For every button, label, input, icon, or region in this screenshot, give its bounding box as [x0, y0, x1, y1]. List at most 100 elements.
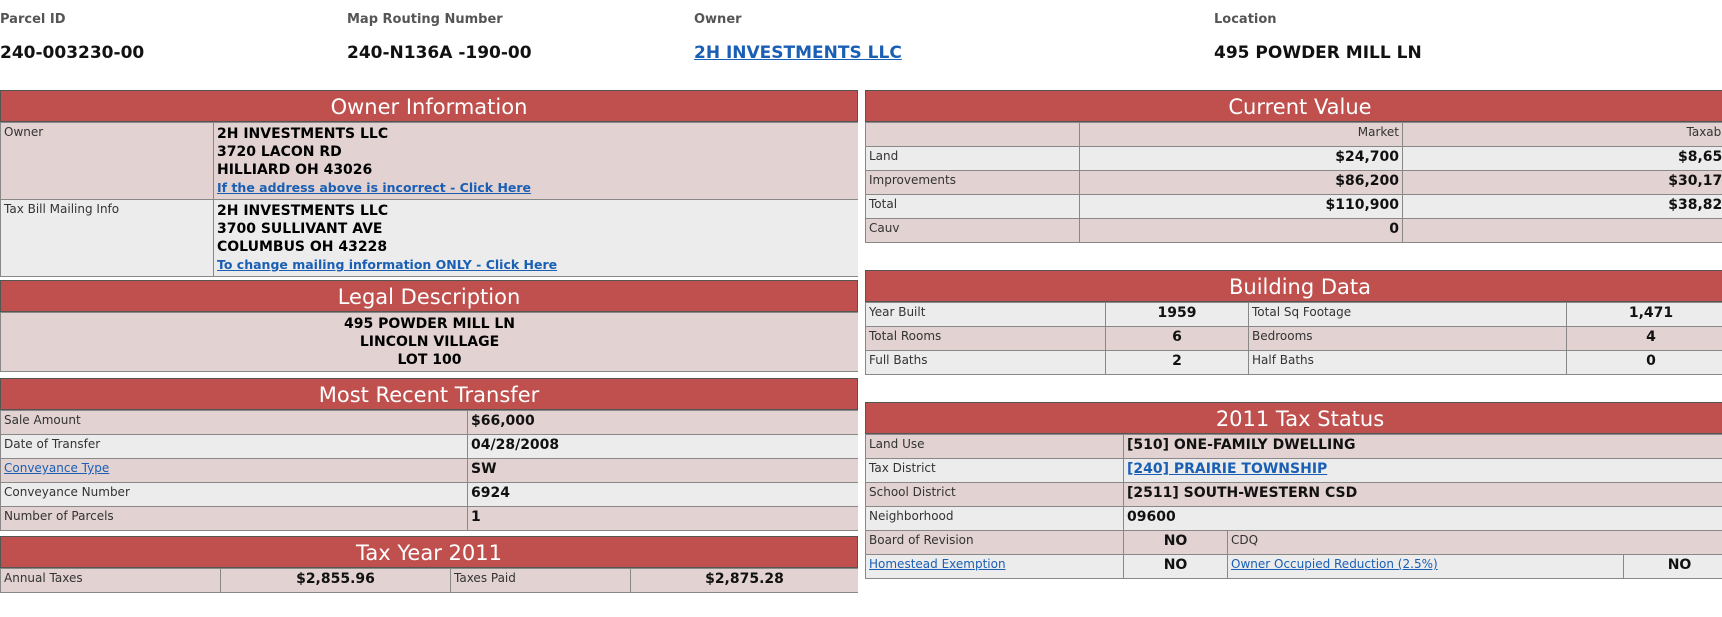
header-field: Parcel ID 240-003230-00 — [0, 12, 144, 63]
cell: Owner Occupied Reduction (2.5%) — [1227, 554, 1624, 579]
link[interactable]: Homestead Exemption — [869, 557, 1006, 571]
column-header: Market — [1079, 122, 1403, 147]
cell: Tax Bill Mailing Info — [0, 199, 214, 277]
row: Conveyance Number 6924 — [0, 482, 858, 507]
data-table: Owner 2H INVESTMENTS LLC 3720 LACON RD HILL… — [0, 122, 858, 277]
link[interactable]: [240] PRAIRIE TOWNSHIP — [1127, 461, 1328, 477]
row: Sale Amount $66,000 — [0, 410, 858, 435]
section-heading: Most Recent Transfer — [0, 378, 858, 410]
link[interactable]: To change mailing information ONLY - Cli… — [217, 257, 558, 272]
legal-line: LOT 100 — [397, 352, 462, 368]
cell: 1 — [467, 506, 858, 531]
row: Owner 2H INVESTMENTS LLC 3720 LACON RD HILL… — [0, 122, 858, 200]
current-value: Current ValueMarketTaxableLand$24,700$8,… — [865, 90, 1722, 243]
data-table: 495 POWDER MILL LN LINCOLN VILLAGE LOT 100 — [0, 312, 858, 372]
building-data: Building Data Year Built 1959 Total Sq Foot… — [865, 270, 1722, 375]
cell: 1,471 — [1566, 302, 1722, 327]
cell: Year Built — [865, 302, 1106, 327]
field-value: 240-003230-00 — [0, 43, 145, 63]
section-heading: 2011 Tax Status — [865, 402, 1722, 434]
table-body: MarketTaxableLand$24,700$8,650Improvemen… — [865, 122, 1722, 243]
cell: 6 — [1105, 326, 1249, 351]
row: Total Rooms 6 Bedrooms 4 — [865, 326, 1722, 351]
cell: $110,900 — [1079, 194, 1403, 219]
row: Full Baths 2 Half Baths 0 — [865, 350, 1722, 375]
link[interactable]: Conveyance Type — [4, 461, 110, 475]
address-line: 2H INVESTMENTS LLC — [217, 203, 389, 219]
tax-year: Tax Year 2011 Annual Taxes $2,855.96 Taxes … — [0, 536, 858, 593]
cell: $8,650 — [1402, 146, 1722, 171]
field-value: 495 POWDER MILL LN — [1214, 43, 1422, 63]
cell: Full Baths — [865, 350, 1106, 375]
cell: 4 — [1566, 326, 1722, 351]
row: Tax District [240] PRAIRIE TOWNSHIP — [865, 458, 1722, 483]
cell: 2H INVESTMENTS LLC 3700 SULLIVANT AVE COLU… — [213, 199, 858, 277]
row: Annual Taxes $2,855.96 Taxes Paid $2,875.28 — [0, 568, 858, 593]
link[interactable]: If the address above is incorrect - Clic… — [217, 180, 532, 195]
cell: Total — [865, 194, 1080, 219]
row: Land$24,700$8,650 — [865, 146, 1722, 171]
data-table: MarketTaxableLand$24,700$8,650Improvemen… — [865, 122, 1722, 243]
cell: 495 POWDER MILL LN LINCOLN VILLAGE LOT 100 — [0, 312, 858, 372]
row: Year Built 1959 Total Sq Footage 1,471 — [865, 302, 1722, 327]
cell: NO — [1123, 554, 1228, 579]
cell: School District — [865, 482, 1124, 507]
field-label: Map Routing Number — [347, 12, 503, 27]
section-heading: Legal Description — [0, 280, 858, 312]
cell: Land Use — [865, 434, 1124, 459]
cell: 0 — [1079, 218, 1403, 243]
cell: Land — [865, 146, 1080, 171]
row: Board of Revision NO CDQ — [865, 530, 1722, 555]
link[interactable]: Owner Occupied Reduction (2.5%) — [1231, 557, 1438, 571]
row: Homestead Exemption NO Owner Occupied Redu… — [865, 554, 1722, 579]
cell: SW — [467, 458, 858, 483]
owner-information: Owner Information Owner 2H INVESTMENTS LLC… — [0, 90, 858, 277]
cell: Cauv — [865, 218, 1080, 243]
cell: Date of Transfer — [0, 434, 468, 459]
cell: Total Sq Footage — [1248, 302, 1567, 327]
cell: CDQ — [1226, 530, 1722, 555]
cell: 6924 — [467, 482, 858, 507]
field-label: Location — [1214, 12, 1277, 27]
cell: Taxes Paid — [450, 568, 631, 593]
cell: $24,700 — [1079, 146, 1403, 171]
row: Land Use [510] ONE-FAMILY DWELLING — [865, 434, 1722, 459]
legal-line: LINCOLN VILLAGE — [359, 334, 500, 350]
row: Cauv00 — [865, 218, 1722, 243]
row: 495 POWDER MILL LN LINCOLN VILLAGE LOT 100 — [0, 312, 858, 372]
table-body: 495 POWDER MILL LN LINCOLN VILLAGE LOT 100 — [0, 312, 858, 372]
legal-description: Legal Description 495 POWDER MILL LN LINCO… — [0, 280, 858, 372]
table-body: Sale Amount $66,000 Date of Transfer 04/28/… — [0, 410, 858, 531]
cell: Number of Parcels — [0, 506, 468, 531]
cell: 0 — [1566, 350, 1722, 375]
row: Conveyance Type SW — [0, 458, 858, 483]
cell: Improvements — [865, 170, 1080, 195]
table-body: Land Use [510] ONE-FAMILY DWELLING Tax Dis… — [865, 434, 1722, 579]
most-recent-transfer: Most Recent Transfer Sale Amount $66,000 Da… — [0, 378, 858, 531]
cell: NO — [1123, 530, 1228, 555]
owner-link[interactable]: 2H INVESTMENTS LLC — [694, 43, 902, 63]
cell: Neighborhood — [865, 506, 1124, 531]
row: Total$110,900$38,820 — [865, 194, 1722, 219]
cell: Conveyance Type — [0, 458, 468, 483]
data-table: Annual Taxes $2,855.96 Taxes Paid $2,875.28 — [0, 568, 858, 593]
cell: $30,170 — [1402, 170, 1722, 195]
cell — [865, 122, 1080, 147]
cell: Owner — [0, 122, 214, 200]
cell: Half Baths — [1248, 350, 1567, 375]
row: Number of Parcels 1 — [0, 506, 858, 531]
cell: Annual Taxes — [0, 568, 221, 593]
cell: $66,000 — [467, 410, 858, 435]
cell: Homestead Exemption — [865, 554, 1124, 579]
table-body: Year Built 1959 Total Sq Footage 1,471 Total… — [865, 302, 1722, 375]
cell: 09600 — [1122, 506, 1722, 531]
data-table: Year Built 1959 Total Sq Footage 1,471 Total… — [865, 302, 1722, 375]
cell: 2 — [1105, 350, 1249, 375]
section-heading: Building Data — [865, 270, 1722, 302]
cell: [510] ONE-FAMILY DWELLING — [1122, 434, 1722, 459]
table-body: Annual Taxes $2,855.96 Taxes Paid $2,875.28 — [0, 568, 858, 593]
cell: 1959 — [1105, 302, 1249, 327]
row: MarketTaxable — [865, 122, 1722, 147]
cell: NO — [1622, 554, 1722, 579]
